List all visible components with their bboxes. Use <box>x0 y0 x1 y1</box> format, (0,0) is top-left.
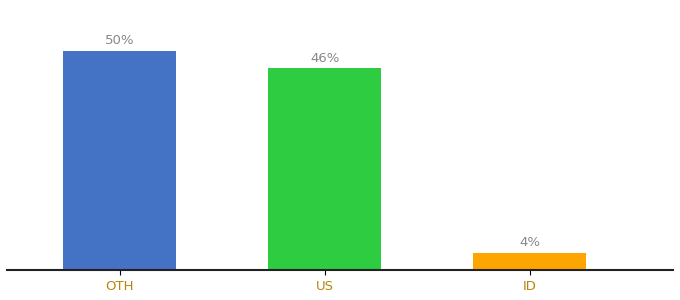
Bar <box>269 68 381 270</box>
Text: 4%: 4% <box>519 236 540 249</box>
Text: 46%: 46% <box>310 52 339 65</box>
Bar <box>473 253 586 270</box>
Text: 50%: 50% <box>105 34 135 47</box>
Bar <box>63 51 176 270</box>
